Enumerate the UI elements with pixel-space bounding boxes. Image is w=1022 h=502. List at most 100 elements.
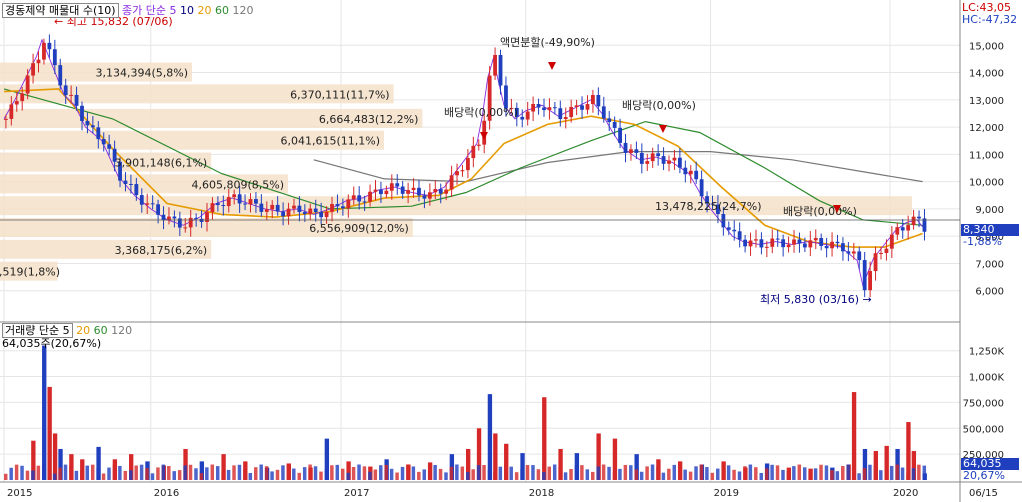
candle-body bbox=[20, 93, 25, 102]
volume-bar bbox=[395, 472, 399, 480]
volume-bar bbox=[520, 469, 524, 480]
volume-bar bbox=[596, 433, 601, 480]
candle-body bbox=[389, 183, 394, 191]
hc-value: HC:-47,32 bbox=[962, 13, 1018, 26]
candle-body bbox=[237, 194, 242, 204]
candle-body bbox=[721, 214, 726, 228]
candle-body bbox=[764, 246, 769, 248]
candle-body bbox=[161, 214, 166, 221]
volume-bar bbox=[531, 465, 535, 480]
candle-body bbox=[552, 107, 557, 109]
volume-bar bbox=[80, 470, 84, 480]
volume-bar bbox=[851, 392, 857, 480]
candle-body bbox=[699, 179, 704, 197]
candle-body bbox=[569, 106, 574, 118]
dividend-marker-2 bbox=[659, 125, 667, 133]
volume-bar bbox=[612, 472, 617, 480]
dividend-annotation-1: 배당락(0,00%) bbox=[444, 106, 518, 119]
high-annotation: ← 최고 15,832 (07/06) bbox=[54, 15, 173, 28]
vol-ma120-legend: 120 bbox=[111, 324, 133, 337]
volume-bar bbox=[754, 467, 758, 480]
dividend-marker-1 bbox=[480, 132, 488, 140]
x-tick-label: 2019 bbox=[714, 488, 739, 499]
candle-body bbox=[775, 238, 780, 240]
volume-profile-band bbox=[0, 84, 394, 104]
volume-bar bbox=[52, 473, 57, 480]
candle-body bbox=[542, 107, 546, 111]
volume-bar bbox=[221, 471, 225, 480]
volume-bar bbox=[650, 464, 655, 480]
candle-body bbox=[411, 187, 416, 191]
volume-bar bbox=[36, 465, 41, 480]
price-tick-label: 9,000 bbox=[975, 205, 1004, 216]
volume-bar bbox=[118, 465, 122, 480]
volume-bar bbox=[868, 464, 872, 480]
volume-bar bbox=[487, 394, 493, 480]
candle-body bbox=[270, 204, 275, 210]
volume-change: 20,67% bbox=[963, 469, 1005, 482]
volume-bar bbox=[667, 468, 671, 480]
candle-body bbox=[232, 194, 237, 198]
price-tick-label: 6,000 bbox=[975, 287, 1004, 298]
volume-bar bbox=[710, 472, 715, 480]
volume-bar bbox=[346, 461, 351, 480]
candle-body bbox=[824, 245, 829, 249]
chart-title[interactable]: 경동제약 매물대 수(10) bbox=[2, 3, 119, 18]
candle-body bbox=[379, 189, 383, 195]
candle-body bbox=[596, 94, 601, 107]
volume-bar bbox=[455, 464, 459, 480]
ma60-legend: 60 bbox=[215, 4, 230, 17]
candle-body bbox=[177, 218, 182, 228]
volume-bar bbox=[542, 472, 546, 480]
current-volume: 64,035 bbox=[961, 458, 1019, 470]
candle-body bbox=[917, 216, 921, 219]
volume-title[interactable]: 거래량 단순 5 bbox=[2, 323, 73, 338]
volume-bar bbox=[699, 464, 704, 480]
volume-bar bbox=[552, 464, 557, 480]
volume-bar bbox=[69, 465, 73, 480]
candle-body bbox=[275, 204, 280, 212]
volume-bar bbox=[639, 471, 644, 480]
volume-profile-label: 6,370,111(11,7%) bbox=[290, 88, 390, 101]
ma10-legend: 10 bbox=[180, 4, 195, 17]
candle-body bbox=[520, 116, 525, 120]
volume-bar bbox=[797, 464, 802, 480]
candle-body bbox=[895, 227, 900, 235]
candle-body bbox=[145, 203, 150, 205]
volume-bar bbox=[14, 464, 19, 480]
candle-body bbox=[90, 125, 95, 128]
volume-bar bbox=[221, 454, 226, 480]
volume-bar bbox=[281, 465, 285, 480]
candle-body bbox=[215, 203, 220, 206]
candle-body bbox=[580, 105, 584, 110]
candle-body bbox=[498, 54, 503, 86]
volume-profile-label: 3,134,394(5,8%) bbox=[95, 67, 188, 80]
candle-body bbox=[466, 158, 470, 171]
candle-body bbox=[264, 209, 269, 212]
volume-profile-band bbox=[0, 108, 423, 128]
volume-bar bbox=[270, 471, 274, 480]
candle-body bbox=[911, 216, 916, 226]
candle-body bbox=[31, 63, 35, 76]
candle-body bbox=[107, 144, 112, 149]
volume-bar bbox=[482, 465, 486, 480]
x-tick-label: 2015 bbox=[7, 488, 32, 499]
candle-body bbox=[63, 85, 68, 96]
volume-bar bbox=[188, 464, 193, 480]
x-tick-label: 2016 bbox=[154, 488, 179, 499]
volume-last: 64,035주(20,67%) bbox=[2, 337, 102, 350]
volume-bar bbox=[802, 467, 807, 480]
candle-body bbox=[194, 217, 199, 219]
volume-bar bbox=[629, 465, 633, 480]
candle-body bbox=[248, 199, 253, 205]
volume-bar bbox=[656, 466, 660, 480]
candle-body bbox=[645, 161, 650, 164]
ma20-legend: 20 bbox=[197, 4, 212, 17]
candle-body bbox=[36, 59, 41, 64]
volume-bar bbox=[846, 464, 850, 480]
candle-body bbox=[101, 139, 106, 145]
volume-bar bbox=[58, 467, 62, 480]
volume-bar bbox=[661, 472, 666, 480]
x-tick-label: 2017 bbox=[344, 488, 369, 499]
